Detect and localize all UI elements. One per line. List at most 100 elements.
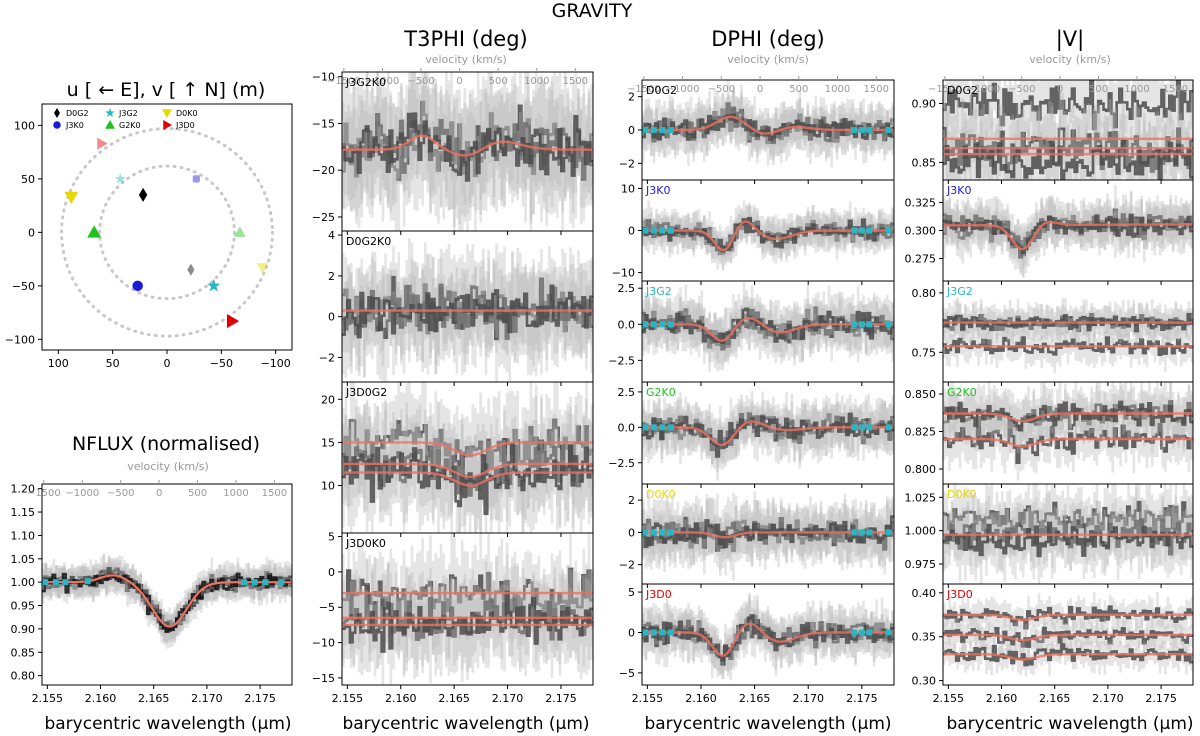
velocity-tick-label: −500 — [107, 488, 134, 499]
continuum-marker — [650, 321, 657, 328]
continuum-marker — [866, 629, 873, 636]
continuum-marker — [851, 321, 858, 328]
error-band — [342, 533, 593, 664]
uv-ytick-label: 0 — [28, 226, 35, 239]
panel-label-D0K0: D0K0 — [947, 488, 977, 501]
data-series — [342, 284, 593, 339]
continuum-marker — [650, 227, 657, 234]
uv-legend-marker-J3D0 — [163, 120, 172, 130]
ytick-label: 0.300 — [905, 225, 937, 238]
continuum-marker — [659, 529, 666, 536]
error-band — [943, 185, 1193, 278]
continuum-marker — [667, 629, 674, 636]
continuum-marker — [858, 529, 865, 536]
continuum-marker — [667, 227, 674, 234]
ytick-label: 0.40 — [912, 587, 937, 600]
xtick-label: 2.175 — [545, 692, 577, 705]
panel-plot-area — [642, 592, 894, 681]
data-series — [943, 213, 1193, 254]
xtick-label: 2.155 — [32, 692, 64, 705]
uv-legend-marker-J3K0 — [53, 121, 61, 129]
uv-legend-marker-G2K0 — [105, 120, 115, 129]
continuum-marker — [667, 126, 674, 133]
error-band — [342, 395, 593, 533]
xtick-label: 2.175 — [244, 692, 276, 705]
continuum-marker — [667, 529, 674, 536]
panel-nflux: 0.80 0.85 0.90 0.95 1.00 1.05 1.10 1.15 1.20 2.15… — [11, 480, 293, 705]
uv-legend-label-G2K0: G2K0 — [119, 121, 141, 130]
uv-mirror-J3D0 — [97, 137, 108, 150]
ytick-label: 0.75 — [912, 346, 937, 359]
error-band — [342, 382, 593, 521]
ytick-label: 1.10 — [11, 529, 36, 542]
data-series — [943, 139, 1193, 180]
error-band — [642, 592, 894, 677]
ytick-label: 1.05 — [11, 553, 36, 566]
panel-plot-area — [642, 200, 894, 272]
ytick-label: 0 — [628, 626, 635, 639]
velocity-tick-label: 500 — [489, 76, 508, 87]
data-series — [342, 112, 593, 182]
uv-legend-label-D0G2: D0G2 — [66, 109, 89, 118]
continuum-marker — [251, 579, 258, 586]
continuum-marker — [885, 321, 892, 328]
ytick-label: 15 — [321, 436, 335, 449]
continuum-marker — [278, 579, 285, 586]
xtick-label: 2.165 — [739, 692, 771, 705]
xtick-label: 2.175 — [846, 692, 878, 705]
error-band — [342, 72, 593, 231]
error-band — [943, 382, 1193, 454]
error-band — [342, 238, 593, 378]
ytick-label: 0.80 — [912, 287, 937, 300]
uv-ring — [98, 164, 236, 301]
continuum-marker — [84, 578, 91, 585]
data-series — [342, 104, 593, 181]
velocity-tick-label: −1500 — [928, 84, 962, 95]
ytick-label: 0.85 — [912, 156, 937, 169]
panel-frame — [641, 583, 895, 686]
ytick-label: −20 — [312, 164, 335, 177]
velocity-tick-label: 0 — [1057, 84, 1063, 95]
continuum-marker — [642, 424, 649, 431]
model-line — [943, 437, 1193, 448]
continuum-marker — [42, 579, 49, 586]
panel-frame — [41, 483, 293, 686]
xtick-label: 2.170 — [492, 692, 524, 705]
velocity-tick-label: 1000 — [524, 76, 549, 87]
continuum-marker — [650, 127, 657, 133]
uv-title: u [ ← E], v [ ↑ N] (m) — [67, 79, 266, 101]
ytick-label: 0 — [328, 566, 335, 579]
uv-legend-marker-D0G2 — [54, 108, 60, 118]
velocity-tick-label: 1000 — [825, 84, 850, 95]
uv-legend-marker-J3G2 — [105, 108, 115, 118]
uv-legend-label-D0K0: D0K0 — [176, 109, 198, 118]
ytick-label: −2 — [319, 352, 335, 365]
continuum-marker — [642, 227, 649, 234]
panel-vis_G2K0: 0.850 0.825 0.800 G2K0 — [905, 381, 1194, 488]
uv-ytick-label: −50 — [12, 280, 35, 293]
panel-vis_J3D0: 0.40 0.35 0.30 2.155 2.160 2.165 2.170 2.175 J3D… — [912, 583, 1194, 705]
panel-dphi_D0G2: 2 0 −2 −1500 −1000 −500 0 500 1000 1500 D0G2 — [619, 76, 895, 184]
xtick-label: 2.160 — [685, 692, 717, 705]
error-band — [342, 72, 593, 231]
ytick-label: 0.850 — [905, 388, 937, 401]
ytick-label: 0.95 — [11, 600, 36, 613]
ytick-label: 2 — [628, 91, 635, 104]
uv-point-G2K0 — [87, 225, 102, 238]
xtick-label: 2.165 — [138, 692, 170, 705]
ytick-label: −10 — [312, 71, 335, 84]
ytick-label: 1.20 — [11, 483, 36, 496]
ytick-label: 2.5 — [618, 386, 636, 399]
nflux-velocity-label: velocity (km/s) — [127, 460, 209, 473]
uv-ring — [60, 127, 274, 338]
panel-plot-area — [943, 297, 1193, 374]
uv-point-J3K0 — [132, 280, 143, 292]
continuum-marker — [858, 424, 865, 431]
uv-ytick-label: 50 — [21, 173, 35, 186]
panel-dphi_J3D0: 5 0 −5 2.155 2.160 2.165 2.170 2.175 J3D0 — [619, 583, 895, 705]
xtick-label: 2.175 — [1145, 692, 1177, 705]
uv-ytick-label: 100 — [14, 119, 35, 132]
panel-label-J3G2K0: J3G2K0 — [345, 76, 386, 89]
panel-plot-area — [642, 490, 894, 581]
error-band — [642, 490, 894, 581]
